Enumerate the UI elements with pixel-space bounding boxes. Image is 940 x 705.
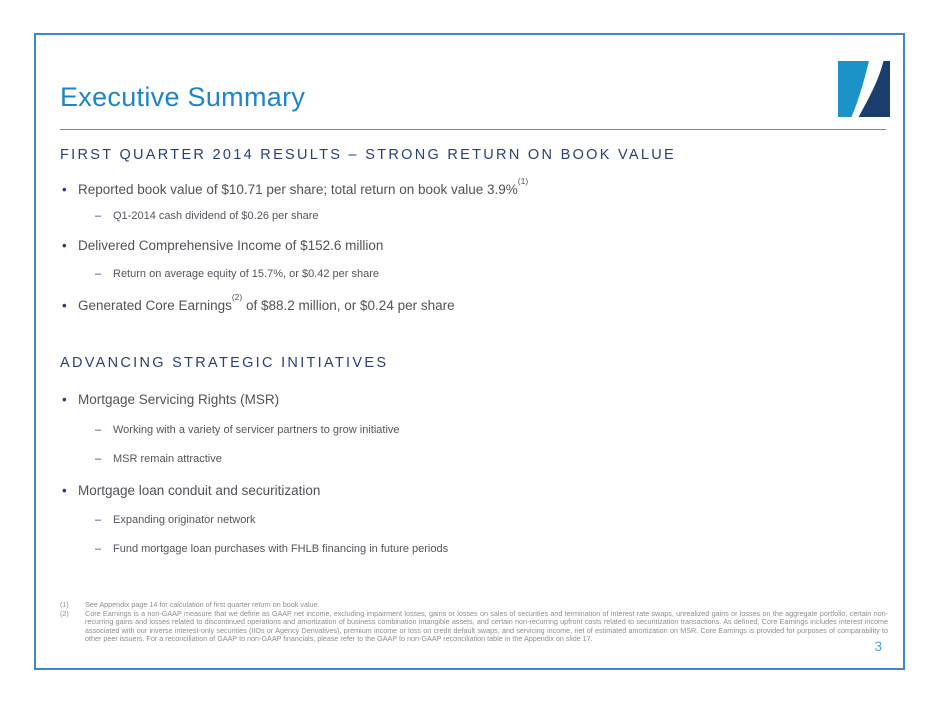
bullet-comprehensive-income: Delivered Comprehensive Income of $152.6…	[62, 238, 383, 254]
bullet-text-tail: of $88.2 million, or $0.24 per share	[242, 298, 455, 313]
bullet-icon	[62, 238, 78, 254]
bullet-text: Mortgage loan conduit and securitization	[78, 483, 321, 498]
footnote-1: (1) See Appendix page 14 for calculation…	[60, 600, 888, 610]
sub-bullet-text: Expanding originator network	[113, 514, 256, 526]
sub-bullet-servicer-partners: Working with a variety of servicer partn…	[95, 424, 400, 437]
footnote-number: (1)	[60, 600, 69, 609]
slide-title: Executive Summary	[60, 82, 306, 112]
bullet-book-value: Reported book value of $10.71 per share;…	[62, 177, 528, 198]
page-number: 3	[874, 639, 882, 654]
sub-bullet-originator-network: Expanding originator network	[95, 514, 255, 527]
bullet-text: Reported book value of $10.71 per share;…	[78, 182, 518, 197]
footnote-text: Core Earnings is a non-GAAP measure that…	[85, 608, 888, 644]
two-harbors-logo-icon	[838, 61, 890, 117]
dash-icon	[95, 453, 113, 466]
bullet-msr: Mortgage Servicing Rights (MSR)	[62, 392, 279, 408]
bullet-conduit-securitization: Mortgage loan conduit and securitization	[62, 483, 320, 499]
bullet-icon	[62, 483, 78, 499]
logo-navy-swoosh	[858, 61, 890, 117]
slide-frame: Executive Summary FIRST QUARTER 2014 RES…	[34, 33, 905, 670]
footnote-ref-2: (2)	[231, 292, 243, 302]
dash-icon	[95, 424, 113, 437]
dash-icon	[95, 268, 113, 281]
sub-bullet-text: Return on average equity of 15.7%, or $0…	[113, 268, 380, 280]
footnote-number: (2)	[60, 608, 69, 618]
section-heading-q1-results: FIRST QUARTER 2014 RESULTS – STRONG RETU…	[60, 147, 677, 163]
sub-bullet-fhlb-financing: Fund mortgage loan purchases with FHLB f…	[95, 543, 448, 556]
logo-light-swoosh	[838, 61, 869, 117]
sub-bullet-dividend: Q1-2014 cash dividend of $0.26 per share	[95, 210, 318, 223]
sub-bullet-text: Working with a variety of servicer partn…	[113, 424, 400, 436]
footnote-2: (2) Core Earnings is a non-GAAP measure …	[60, 608, 888, 644]
bullet-core-earnings: Generated Core Earnings(2) of $88.2 mill…	[62, 293, 455, 314]
dash-icon	[95, 210, 113, 223]
bullet-icon	[62, 182, 78, 198]
bullet-icon	[62, 298, 78, 314]
title-divider	[60, 129, 886, 130]
footnote-text: See Appendix page 14 for calculation of …	[85, 600, 320, 609]
bullet-icon	[62, 392, 78, 408]
bullet-text: Mortgage Servicing Rights (MSR)	[78, 392, 280, 407]
dash-icon	[95, 543, 113, 556]
sub-bullet-text: MSR remain attractive	[113, 453, 222, 465]
sub-bullet-msr-attractive: MSR remain attractive	[95, 453, 222, 466]
bullet-text: Delivered Comprehensive Income of $152.6…	[78, 238, 384, 253]
sub-bullet-text: Q1-2014 cash dividend of $0.26 per share	[113, 210, 319, 222]
section-heading-strategic-initiatives: ADVANCING STRATEGIC INITIATIVES	[60, 355, 389, 371]
bullet-text: Generated Core Earnings	[78, 298, 232, 313]
footnotes: (1) See Appendix page 14 for calculation…	[60, 600, 888, 644]
sub-bullet-text: Fund mortgage loan purchases with FHLB f…	[113, 543, 449, 555]
dash-icon	[95, 514, 113, 527]
sub-bullet-return-on-equity: Return on average equity of 15.7%, or $0…	[95, 268, 379, 281]
footnote-ref-1: (1)	[517, 176, 529, 186]
